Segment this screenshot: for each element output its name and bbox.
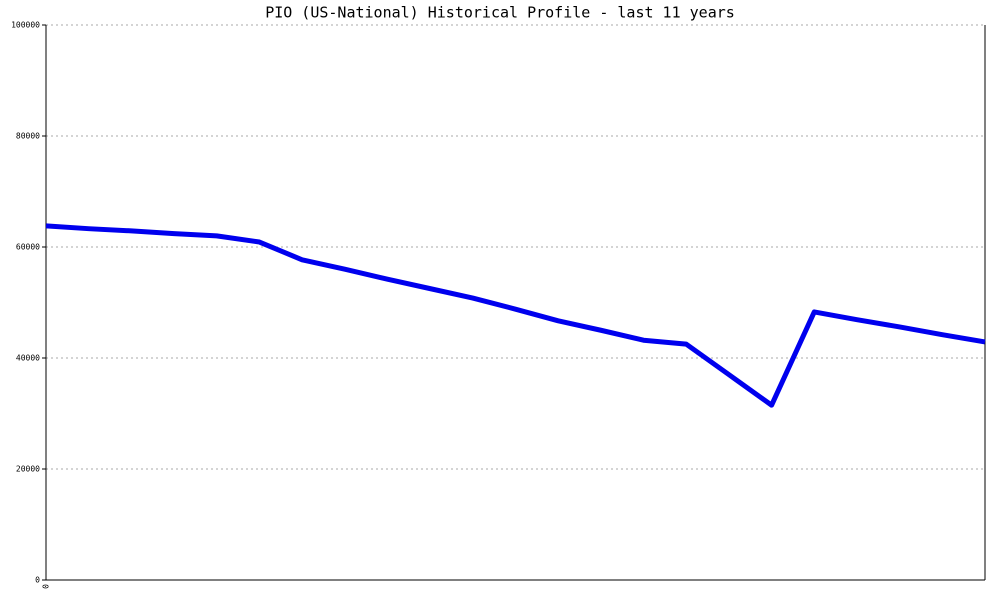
data-line: [45, 223, 986, 408]
y-tick-label: 60000: [16, 243, 40, 252]
y-tick-label: 100000: [11, 21, 40, 30]
y-tick-label: 20000: [16, 465, 40, 474]
x-tick-label: 0: [42, 584, 51, 589]
y-tick-label: 80000: [16, 132, 40, 141]
y-tick-label: 0: [35, 576, 40, 585]
chart-title: PIO (US-National) Historical Profile - l…: [265, 4, 735, 22]
y-tick-label: 40000: [16, 354, 40, 363]
